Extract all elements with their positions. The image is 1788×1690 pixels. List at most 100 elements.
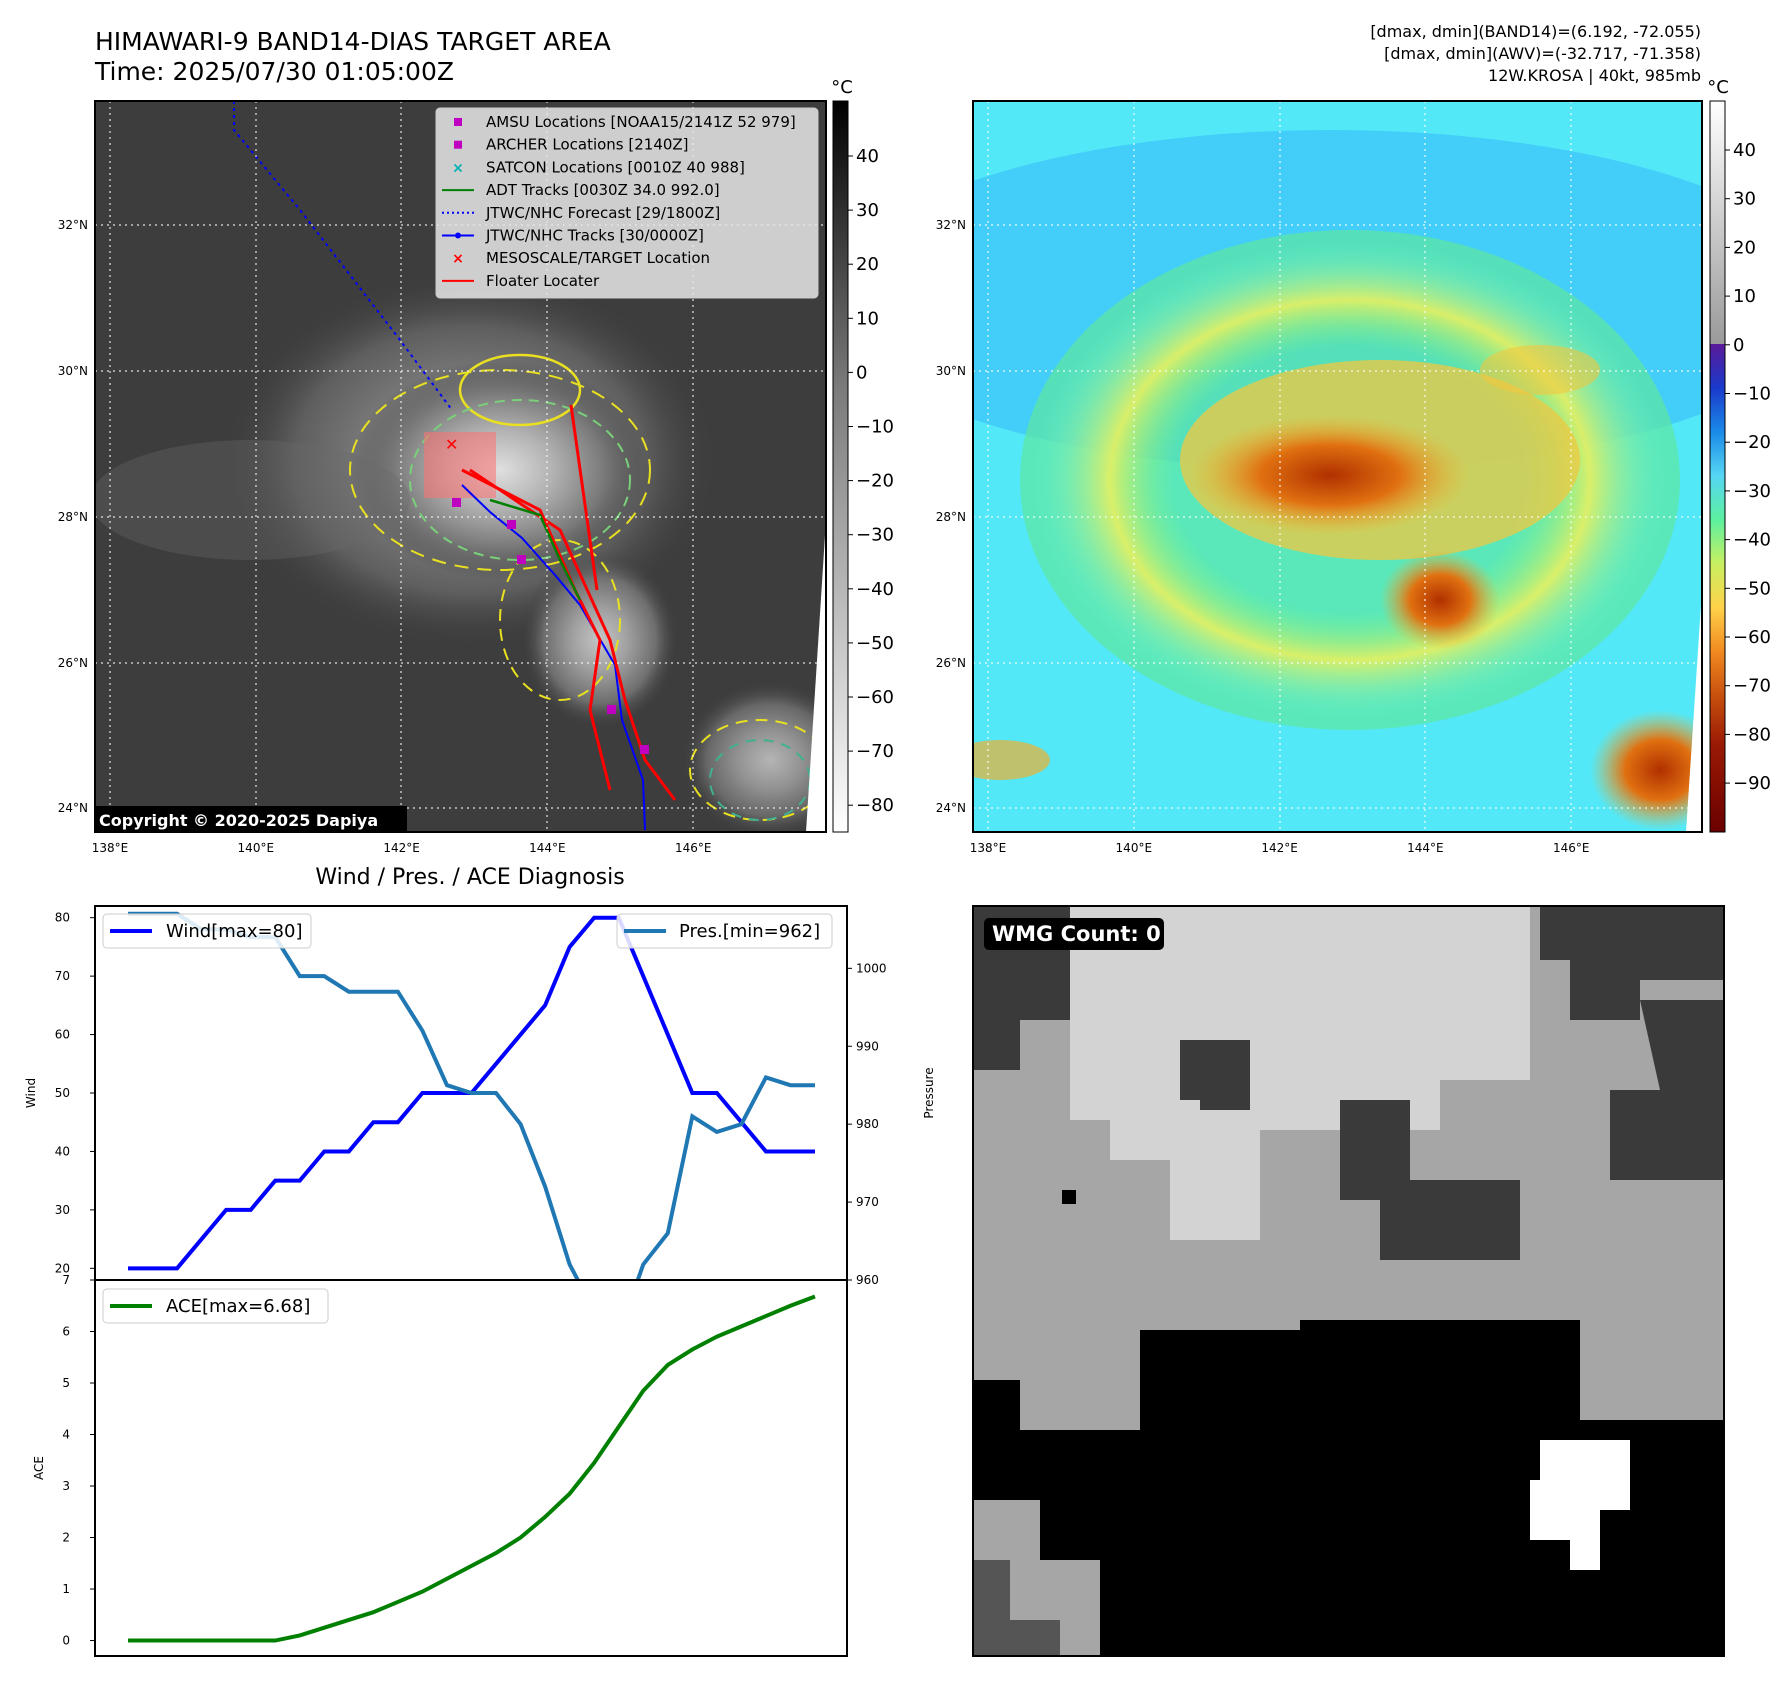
wind-tick-label: 60 bbox=[55, 1028, 70, 1042]
gray-colorbar-unit: °C bbox=[831, 77, 853, 98]
wind-pressure-axes: 20 30 40 50 60 70 80 960 970 980 990 1000 Wind Pre… bbox=[24, 905, 936, 1339]
color-colorbar-tick: −90 bbox=[1733, 773, 1771, 794]
legend-label: JTWC/NHC Tracks [30/0000Z] bbox=[485, 227, 704, 245]
color-map-frame bbox=[972, 100, 1703, 833]
lon-tick-label: 142°E bbox=[1261, 841, 1298, 855]
wind-tick-label: 30 bbox=[55, 1203, 70, 1217]
pressure-tick-label: 980 bbox=[856, 1117, 879, 1131]
gray-colorbar-tick: 10 bbox=[856, 308, 879, 329]
legend-item: AMSU Locations [NOAA15/2141Z 52 979] bbox=[454, 113, 796, 131]
lat-tick-label: 26°N bbox=[936, 656, 966, 670]
color-colorbar-tick: −40 bbox=[1733, 530, 1771, 551]
wind-tick-label: 40 bbox=[55, 1144, 70, 1158]
lon-tick-label: 146°E bbox=[675, 841, 712, 855]
pressure-tick-label: 960 bbox=[856, 1273, 879, 1287]
color-colorbar-tick: 10 bbox=[1733, 286, 1756, 307]
pressure-axis-label: Pressure bbox=[922, 1067, 936, 1118]
target-marker: ✕ bbox=[445, 435, 458, 454]
amsu-marker bbox=[452, 498, 461, 507]
wind-axis-label: Wind bbox=[24, 1078, 38, 1108]
gray-colorbar-tick: −10 bbox=[856, 417, 894, 438]
legend-item: ADT Tracks [0030Z 34.0 992.0] bbox=[442, 181, 720, 199]
wmg-count: WMG Count: 0 bbox=[992, 922, 1161, 946]
gray-colorbar-tick: −30 bbox=[856, 525, 894, 546]
lon-ticks-right: 138°E 140°E 142°E 144°E 146°E bbox=[970, 841, 1590, 855]
ace-axes: 0 1 2 3 4 5 6 7 ACE ACE[max=6.68] bbox=[32, 1273, 848, 1657]
legend-label: AMSU Locations [NOAA15/2141Z 52 979] bbox=[486, 113, 796, 131]
color-colorbar-tick: −70 bbox=[1733, 676, 1771, 697]
gray-colorbar-tick: 30 bbox=[856, 200, 879, 221]
pressure-tick-label: 970 bbox=[856, 1195, 879, 1209]
legend-label: ADT Tracks [0030Z 34.0 992.0] bbox=[486, 181, 720, 199]
gray-colorbar-tick: −80 bbox=[856, 795, 894, 816]
lon-tick-label: 146°E bbox=[1553, 841, 1590, 855]
info-band14-range: [dmax, dmin](BAND14)=(6.192, -72.055) bbox=[1370, 22, 1701, 41]
info-storm: 12W.KROSA | 40kt, 985mb bbox=[1488, 66, 1701, 85]
lat-tick-label: 32°N bbox=[936, 218, 966, 232]
color-colorbar-unit: °C bbox=[1707, 77, 1729, 98]
pressure-tick-label: 990 bbox=[856, 1039, 879, 1053]
legend-item: JTWC/NHC Forecast [29/1800Z] bbox=[442, 204, 720, 222]
color-colorbar-tick: −80 bbox=[1733, 724, 1771, 745]
lon-tick-label: 144°E bbox=[1407, 841, 1444, 855]
wind-tick-label: 80 bbox=[55, 911, 70, 925]
gray-colorbar: °C 40 30 20 10 0 −10 −20 −30 −40 −50 −60 −70 −80 bbox=[831, 77, 894, 833]
ace-legend-label: ACE[max=6.68] bbox=[166, 1296, 310, 1317]
lon-tick-label: 142°E bbox=[383, 841, 420, 855]
lon-ticks-left: 138°E 140°E 142°E 144°E 146°E bbox=[92, 841, 712, 855]
lon-tick-label: 138°E bbox=[92, 841, 129, 855]
legend-marker bbox=[454, 140, 462, 149]
info-awv-range: [dmax, dmin](AWV)=(-32.717, -71.358) bbox=[1384, 44, 1701, 63]
lat-tick-label: 28°N bbox=[936, 510, 966, 524]
lat-tick-label: 30°N bbox=[58, 364, 88, 378]
figure-title: HIMAWARI-9 BAND14-DIAS TARGET AREA bbox=[95, 27, 611, 56]
color-map-panel: 138°E 140°E 142°E 144°E 146°E 32°N 30°N 28°N 26… bbox=[936, 100, 1703, 855]
color-map-grid bbox=[973, 101, 1702, 832]
wmg-count-badge bbox=[984, 918, 1164, 950]
legend-label: MESOSCALE/TARGET Location bbox=[486, 249, 710, 267]
gray-colorbar-tick: −20 bbox=[856, 471, 894, 492]
gray-colorbar-tick: 0 bbox=[856, 362, 867, 383]
legend-marker: × bbox=[452, 160, 464, 176]
copyright: Copyright © 2020-2025 Dapiya bbox=[99, 811, 378, 830]
ace-tick-label: 5 bbox=[62, 1376, 70, 1390]
color-colorbar-tick: −20 bbox=[1733, 432, 1771, 453]
color-colorbar-tick: −10 bbox=[1733, 384, 1771, 405]
target-box bbox=[424, 432, 496, 498]
lat-tick-label: 26°N bbox=[58, 656, 88, 670]
wind-tick-label: 70 bbox=[55, 969, 70, 983]
gray-colorbar-tick: −60 bbox=[856, 687, 894, 708]
ace-tick-label: 4 bbox=[62, 1428, 70, 1442]
gray-colorbar-tick: −40 bbox=[856, 579, 894, 600]
pressure-legend-label: Pres.[min=962] bbox=[679, 921, 820, 942]
ir-map-frame bbox=[94, 100, 827, 833]
legend-item: Floater Locater bbox=[442, 272, 600, 290]
wind-legend: Wind[max=80] bbox=[102, 913, 312, 949]
wind-tick-label: 50 bbox=[55, 1086, 70, 1100]
lat-ticks-left: 32°N 30°N 28°N 26°N 24°N bbox=[58, 218, 88, 815]
color-colorbar-tick: −30 bbox=[1733, 481, 1771, 502]
lat-tick-label: 28°N bbox=[58, 510, 88, 524]
lon-tick-label: 140°E bbox=[1116, 841, 1153, 855]
best-track bbox=[461, 484, 646, 831]
pressure-tick-label: 1000 bbox=[856, 961, 887, 975]
legend-label: Floater Locater bbox=[486, 272, 600, 290]
legend-marker: × bbox=[452, 251, 464, 267]
lat-tick-label: 30°N bbox=[936, 364, 966, 378]
wind-tick-label: 20 bbox=[55, 1261, 70, 1275]
ace-tick-label: 6 bbox=[62, 1325, 70, 1339]
lon-tick-label: 144°E bbox=[529, 841, 566, 855]
legend-item: × MESOSCALE/TARGET Location bbox=[452, 249, 710, 267]
gray-colorbar-tick: −50 bbox=[856, 633, 894, 654]
floater-track-2 bbox=[461, 468, 612, 791]
legend-label: SATCON Locations [0010Z 40 988] bbox=[486, 158, 745, 176]
wind-legend-label: Wind[max=80] bbox=[166, 921, 303, 942]
lat-tick-label: 32°N bbox=[58, 218, 88, 232]
ace-axis-label: ACE bbox=[32, 1456, 46, 1480]
diagnosis-title: Wind / Pres. / ACE Diagnosis bbox=[315, 865, 624, 890]
color-colorbar-tick: 0 bbox=[1733, 335, 1744, 356]
color-map-imagery bbox=[973, 130, 1702, 830]
wmg-frame bbox=[972, 905, 1725, 1657]
color-colorbar-tick: 20 bbox=[1733, 237, 1756, 258]
